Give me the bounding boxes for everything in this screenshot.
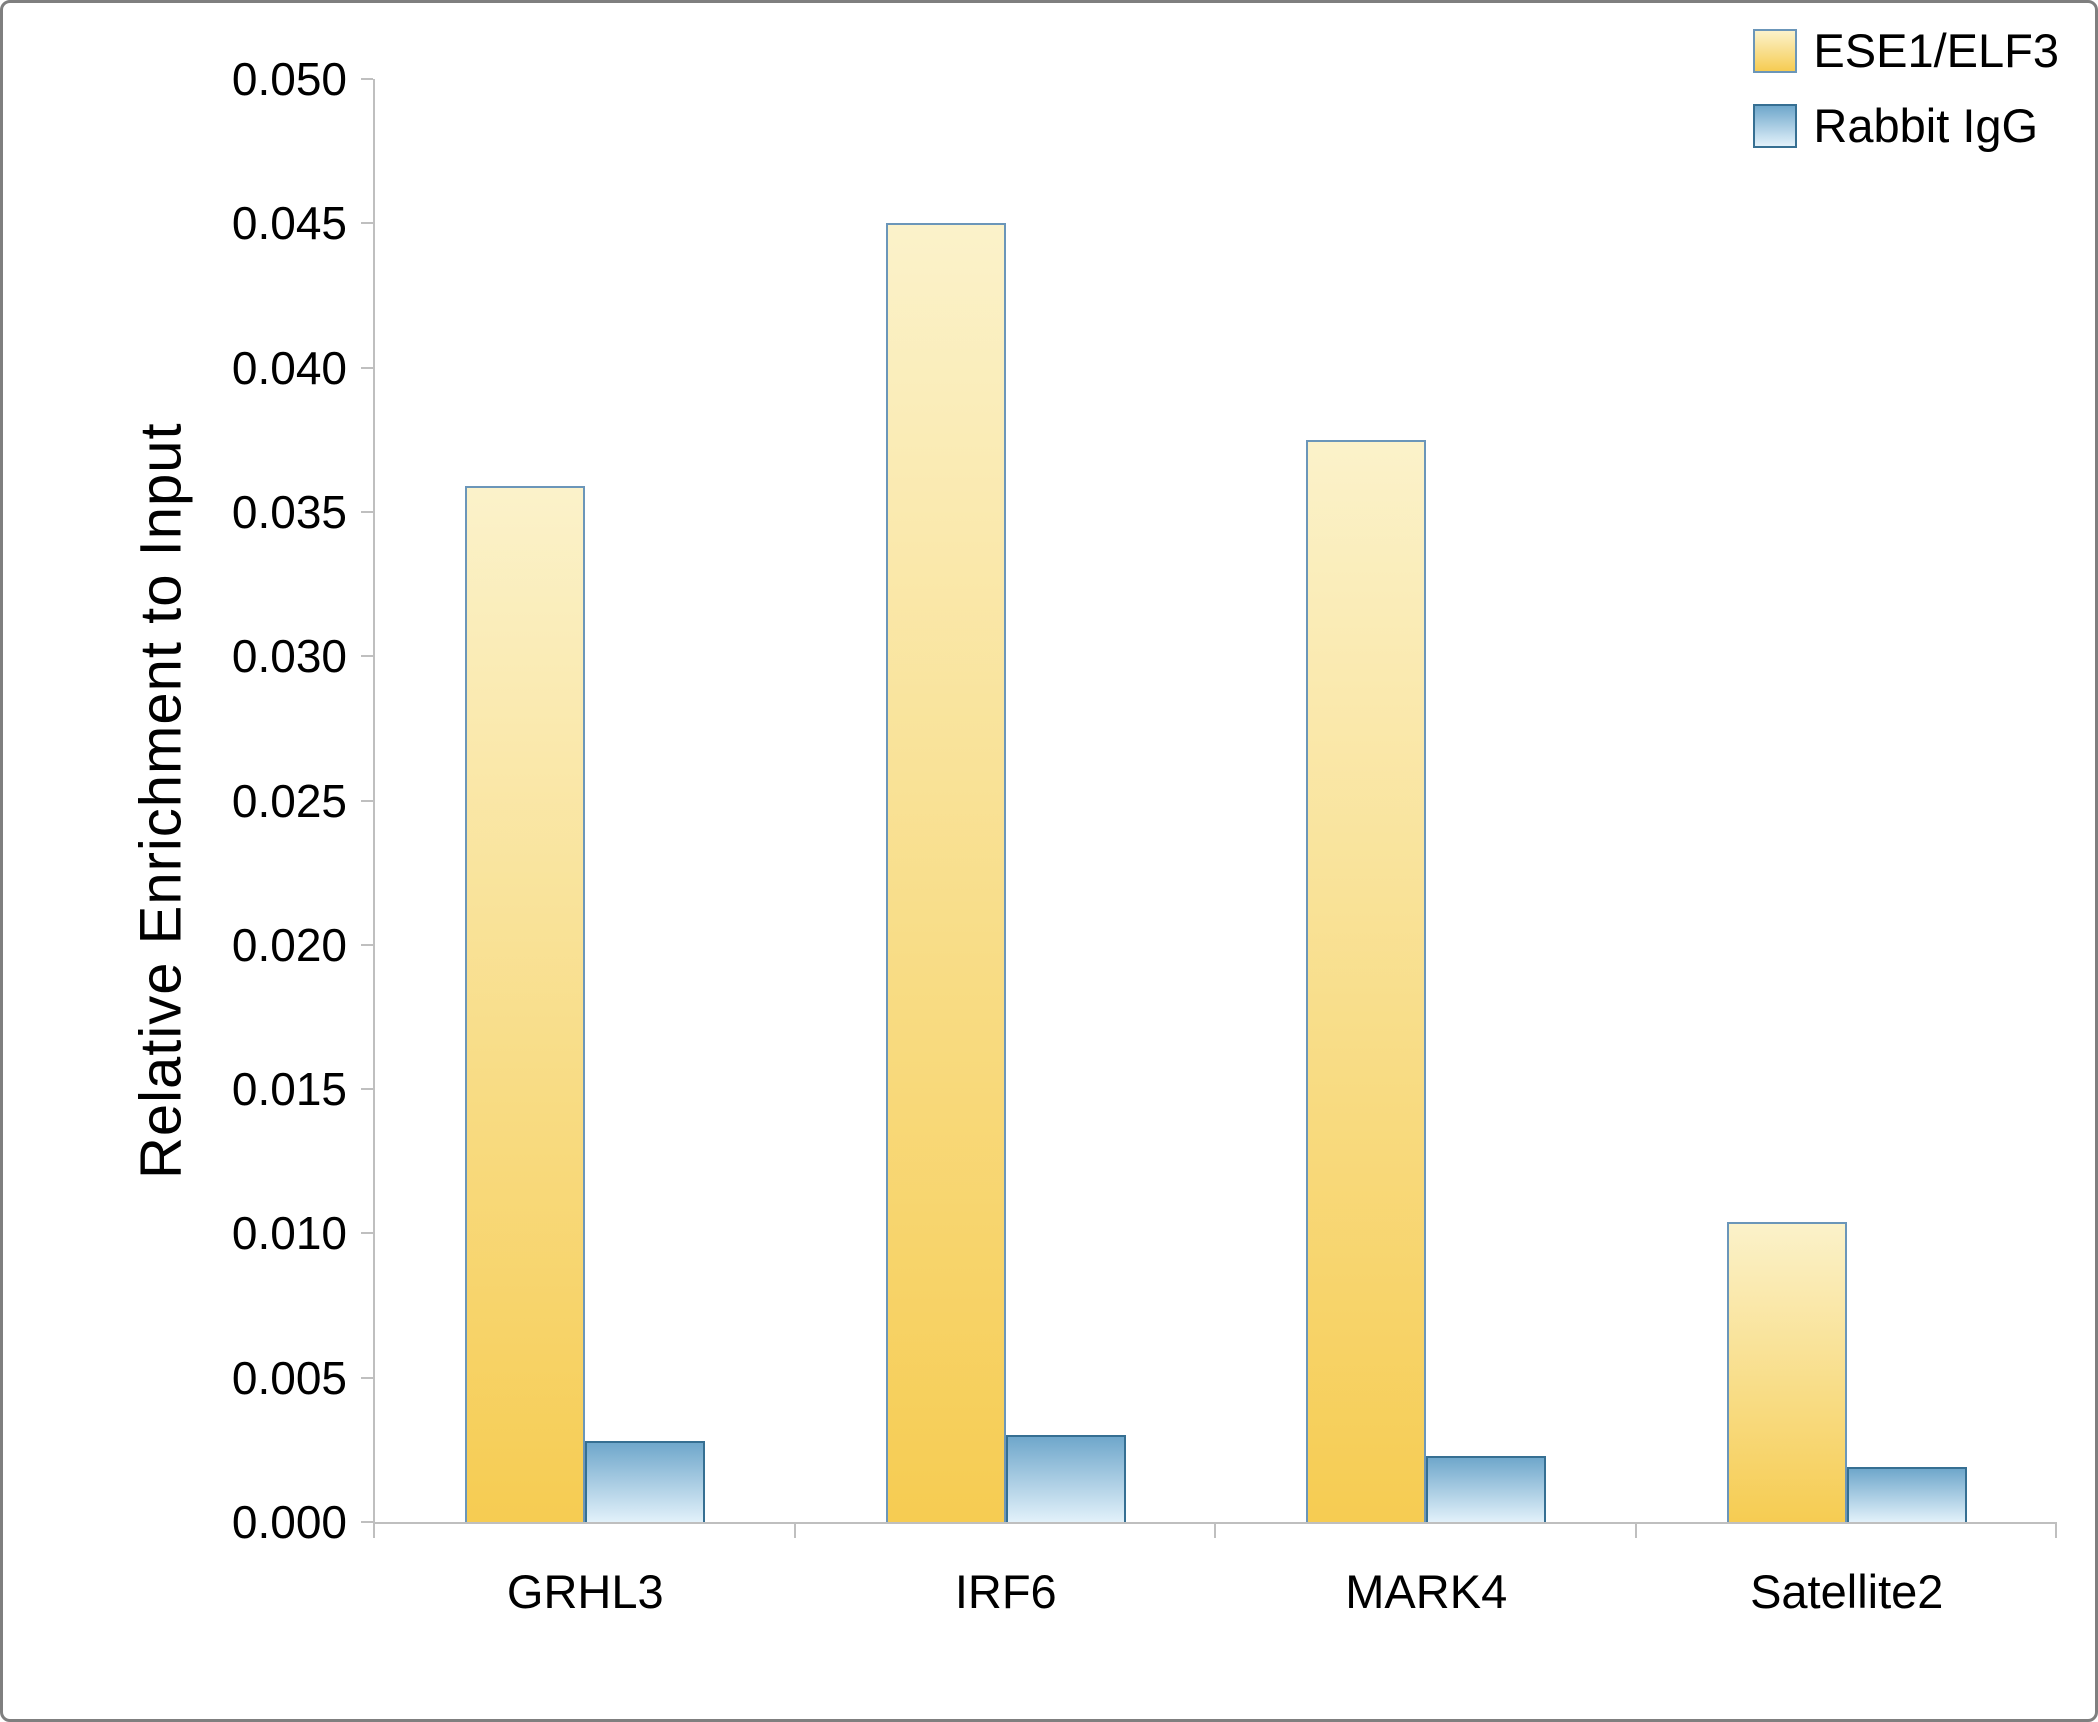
y-tick-mark xyxy=(361,1376,373,1379)
bar-ese1-elf3-grhl3 xyxy=(465,485,586,1522)
x-axis-line xyxy=(373,1522,2057,1524)
x-category-label: MARK4 xyxy=(1345,1565,1508,1618)
legend-item-rabbit-igg: Rabbit IgG xyxy=(1753,102,2038,149)
x-tick-mark xyxy=(2055,1524,2057,1538)
legend-swatch-icon xyxy=(1753,103,1798,148)
bar-ese1-elf3-mark4 xyxy=(1306,439,1427,1522)
y-tick-mark xyxy=(361,78,373,80)
y-tick-mark xyxy=(361,1232,373,1235)
y-tick-mark xyxy=(361,1088,373,1091)
y-tick-label: 0.000 xyxy=(231,1496,347,1548)
y-tick-label: 0.020 xyxy=(231,918,347,971)
y-tick-mark xyxy=(361,366,373,369)
y-tick-mark xyxy=(361,510,373,513)
bar-ese1-elf3-irf6 xyxy=(885,223,1006,1522)
bar-rabbit-igg-grhl3 xyxy=(585,1441,706,1522)
bar-rabbit-igg-irf6 xyxy=(1005,1435,1126,1522)
y-tick-mark xyxy=(361,943,373,946)
x-category-label: IRF6 xyxy=(954,1565,1057,1618)
x-tick-mark xyxy=(373,1524,375,1538)
legend-label: Rabbit IgG xyxy=(1813,99,2039,152)
y-tick-mark xyxy=(361,222,373,225)
legend-swatch-icon xyxy=(1753,28,1798,73)
y-tick-mark xyxy=(361,1521,373,1523)
legend: ESE1/ELF3 Rabbit IgG xyxy=(1753,27,2059,149)
y-tick-label: 0.010 xyxy=(231,1207,347,1260)
y-tick-label: 0.040 xyxy=(231,341,347,394)
y-tick-mark xyxy=(361,655,373,658)
y-axis-line xyxy=(373,79,375,1524)
y-tick-label: 0.025 xyxy=(231,774,347,827)
y-tick-label: 0.050 xyxy=(231,53,347,105)
bar-rabbit-igg-mark4 xyxy=(1426,1455,1547,1522)
x-category-label: GRHL3 xyxy=(506,1565,664,1618)
x-category-label: Satellite2 xyxy=(1750,1565,1944,1618)
y-tick-label: 0.045 xyxy=(231,197,347,250)
x-tick-mark xyxy=(1214,1524,1216,1538)
y-tick-label: 0.015 xyxy=(231,1063,347,1116)
y-tick-mark xyxy=(361,799,373,802)
bar-rabbit-igg-satellite2 xyxy=(1846,1467,1967,1522)
y-tick-label: 0.005 xyxy=(231,1351,347,1404)
bar-ese1-elf3-satellite2 xyxy=(1726,1221,1847,1522)
y-tick-label: 0.030 xyxy=(231,630,347,683)
x-tick-mark xyxy=(1634,1524,1637,1538)
legend-label: ESE1/ELF3 xyxy=(1813,24,2059,77)
y-tick-label: 0.035 xyxy=(231,485,347,538)
x-tick-mark xyxy=(793,1524,796,1538)
legend-item-ese1-elf3: ESE1/ELF3 xyxy=(1753,27,2059,74)
